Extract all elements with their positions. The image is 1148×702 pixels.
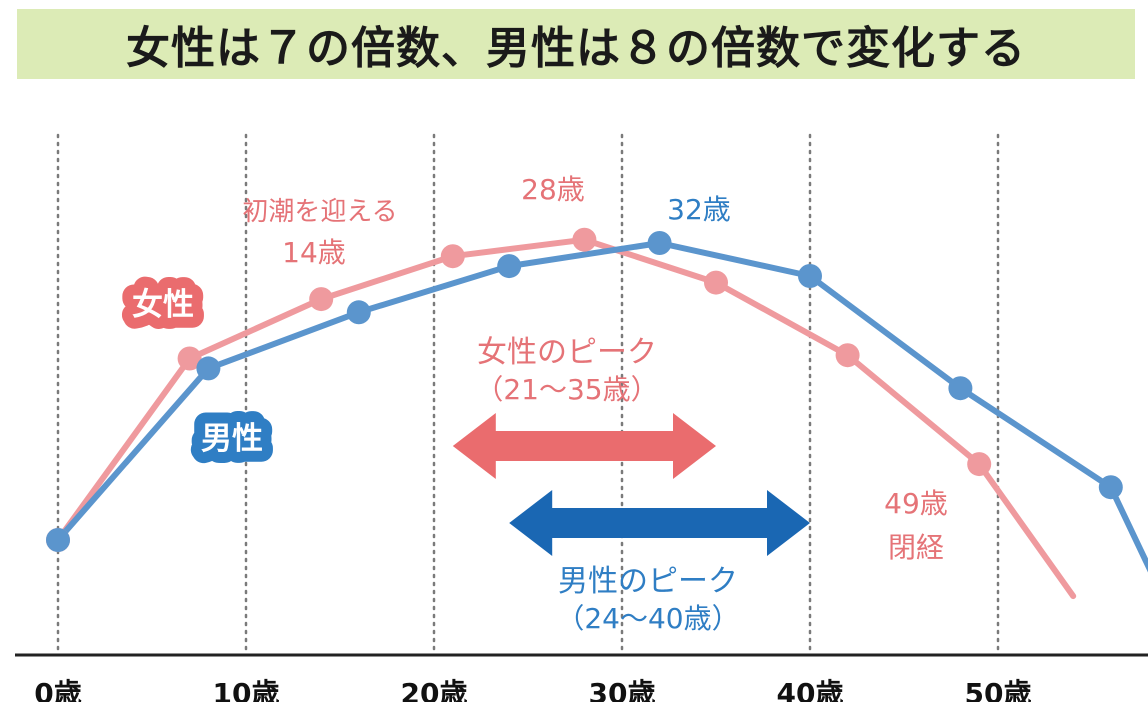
peak-arrows xyxy=(452,413,810,556)
arrow-male-peak xyxy=(509,490,810,556)
annotation-menopause-label: 閉経 xyxy=(888,531,944,564)
x-tick-label-40: 40歳 xyxy=(777,677,844,702)
series-label-female: 女性 xyxy=(132,287,194,323)
female-peak-label: 女性のピーク xyxy=(477,335,657,370)
arrow-female-peak xyxy=(452,413,716,479)
title-band: 女性は７の倍数、男性は８の倍数で変化する xyxy=(17,9,1135,79)
series-group xyxy=(46,227,1148,600)
data-point-male-56 xyxy=(1098,475,1123,500)
male-peak-range: （24～40歳） xyxy=(556,602,739,635)
annotation-male-peak-age: 32歳 xyxy=(667,193,731,226)
data-point-female-14 xyxy=(309,287,334,312)
data-point-female-21 xyxy=(440,244,465,269)
grid-lines xyxy=(56,133,1000,657)
x-tick-label-10: 10歳 xyxy=(213,677,280,702)
data-point-male-8 xyxy=(196,356,221,381)
x-tick-label-20: 20歳 xyxy=(401,677,468,702)
x-tick-label-30: 30歳 xyxy=(589,677,656,702)
male-peak-label: 男性のピーク xyxy=(558,564,738,599)
series-label-male: 男性 xyxy=(201,421,263,457)
data-point-male-16 xyxy=(346,300,371,325)
data-point-female-49 xyxy=(967,452,992,477)
data-point-male-40 xyxy=(798,264,822,288)
x-tick-labels: 0歳 10歳 20歳 30歳 40歳 50歳 xyxy=(34,677,1031,702)
data-point-male-32 xyxy=(647,231,672,255)
annotation-female-peak-age: 28歳 xyxy=(521,173,585,206)
x-tick-label-50: 50歳 xyxy=(965,677,1032,702)
annotation-menopause-age: 49歳 xyxy=(884,487,948,520)
chart-title: 女性は７の倍数、男性は８の倍数で変化する xyxy=(126,23,1026,74)
data-point-female-42 xyxy=(835,343,860,368)
data-point-female-7 xyxy=(177,346,202,371)
data-point-female-28 xyxy=(572,227,597,252)
female-peak-range: （21～35歳） xyxy=(475,373,658,406)
annotation-menarche-age: 14歳 xyxy=(282,236,346,269)
x-tick-label-0: 0歳 xyxy=(34,677,81,702)
annotation-menarche-text: 初潮を迎える xyxy=(242,197,397,227)
data-point-male-48 xyxy=(948,376,973,401)
data-point-male-0 xyxy=(46,528,70,552)
data-point-female-35 xyxy=(704,270,728,295)
data-point-male-24 xyxy=(497,254,522,279)
